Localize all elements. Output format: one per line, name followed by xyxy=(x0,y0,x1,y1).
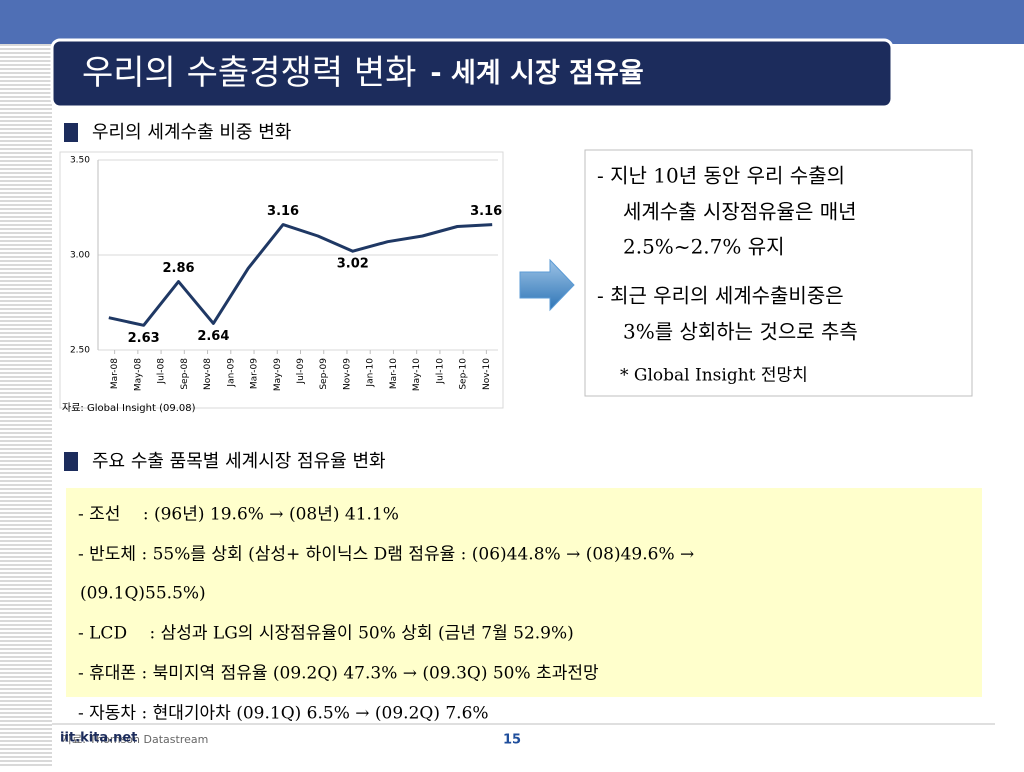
bullet-square xyxy=(64,452,78,471)
data-label: 3.16 xyxy=(470,204,502,219)
arrow xyxy=(519,258,575,312)
x-tick-label: Jul-10 xyxy=(435,358,445,385)
y-tick-label: 3.00 xyxy=(70,251,90,261)
title-box xyxy=(50,38,894,109)
note-line: 3%를 상회하는 것으로 추측 xyxy=(623,320,858,344)
y-tick-label: 3.50 xyxy=(70,156,90,166)
x-tick-label: Jan-09 xyxy=(226,358,236,388)
data-line xyxy=(108,223,493,327)
item-line: - 휴대폰 : 북미지역 점유율 (09.2Q) 47.3% → (09.3Q)… xyxy=(78,664,599,684)
y-tick-label: 2.50 xyxy=(70,346,90,356)
note-line: * Global Insight 전망치 xyxy=(620,366,808,386)
item-line: - 조선 : (96년) 19.6% → (08년) 41.1% xyxy=(78,505,399,525)
title: 우리의 수출경쟁력 변화 - 세계 시장 점유율 xyxy=(82,53,644,93)
x-tick-label: Sep-10 xyxy=(459,358,469,390)
x-tick-label: Nov-10 xyxy=(482,358,492,390)
items-box xyxy=(66,488,982,697)
footer-site: iit.kita.net xyxy=(60,731,137,746)
top-band xyxy=(0,0,1024,44)
chart-source: 자료: Global Insight (09.08) xyxy=(62,402,196,414)
page-number: 15 xyxy=(503,733,521,748)
chart-frame xyxy=(59,151,504,409)
x-tick-label: Jan-10 xyxy=(366,358,376,388)
x-tick-label: Jul-09 xyxy=(296,358,306,385)
data-label: 2.86 xyxy=(162,261,194,276)
x-tick-label: Nov-09 xyxy=(342,358,352,390)
x-tick-label: Mar-09 xyxy=(250,358,260,389)
title-main: 우리의 수출경쟁력 변화 xyxy=(82,53,416,93)
x-tick-label: Sep-09 xyxy=(319,358,329,390)
section-heading: 우리의 세계수출 비중 변화 xyxy=(92,122,291,143)
side-stripes xyxy=(0,0,52,768)
notes-box xyxy=(584,149,973,397)
data-label: 2.64 xyxy=(197,329,229,344)
x-tick-label: May-08 xyxy=(133,358,143,391)
bullet-square xyxy=(64,123,78,142)
x-tick-label: Mar-08 xyxy=(110,358,120,389)
item-line: (09.1Q)55.5%) xyxy=(80,584,206,604)
x-tick-label: May-10 xyxy=(412,358,422,391)
note-line: - 최근 우리의 세계수출비중은 xyxy=(597,284,844,308)
items: - 조선 : (96년) 19.6% → (08년) 41.1% - 반도체 : … xyxy=(78,505,694,724)
x-tick-label: Mar-10 xyxy=(389,358,399,389)
note-line: - 지난 10년 동안 우리 수출의 xyxy=(597,164,845,188)
data-label: 3.16 xyxy=(267,204,299,219)
x-tick-label: May-09 xyxy=(273,358,283,391)
note-line: 세계수출 시장점유율은 매년 xyxy=(623,200,857,224)
item-line: - 반도체 : 55%를 상회 (삼성+ 하이닉스 D램 점유율 : (06)4… xyxy=(78,545,694,565)
section-heading: 주요 수출 품목별 세계시장 점유율 변화 xyxy=(92,451,386,472)
title-sub: - 세계 시장 점유율 xyxy=(430,58,643,89)
footer-source: 자료: Thomson Datastream xyxy=(62,733,208,746)
x-tick-label: Nov-08 xyxy=(203,358,213,390)
x-tick-label: Jul-08 xyxy=(157,358,167,385)
item-line: - 자동차 : 현대기아차 (09.1Q) 6.5% → (09.2Q) 7.6… xyxy=(78,704,489,724)
data-label: 3.02 xyxy=(337,257,369,272)
item-line: - LCD : 삼성과 LG의 시장점유율이 50% 상회 (금년 7월 52.… xyxy=(78,624,574,644)
x-tick-label: Sep-08 xyxy=(180,358,190,390)
chart: 2.50 3.00 3.50 Mar-08 May-08 Jul-08 Sep-08 Nov-… xyxy=(70,156,502,392)
note-line: 2.5%~2.7% 유지 xyxy=(623,235,785,259)
data-label: 2.63 xyxy=(128,331,160,346)
